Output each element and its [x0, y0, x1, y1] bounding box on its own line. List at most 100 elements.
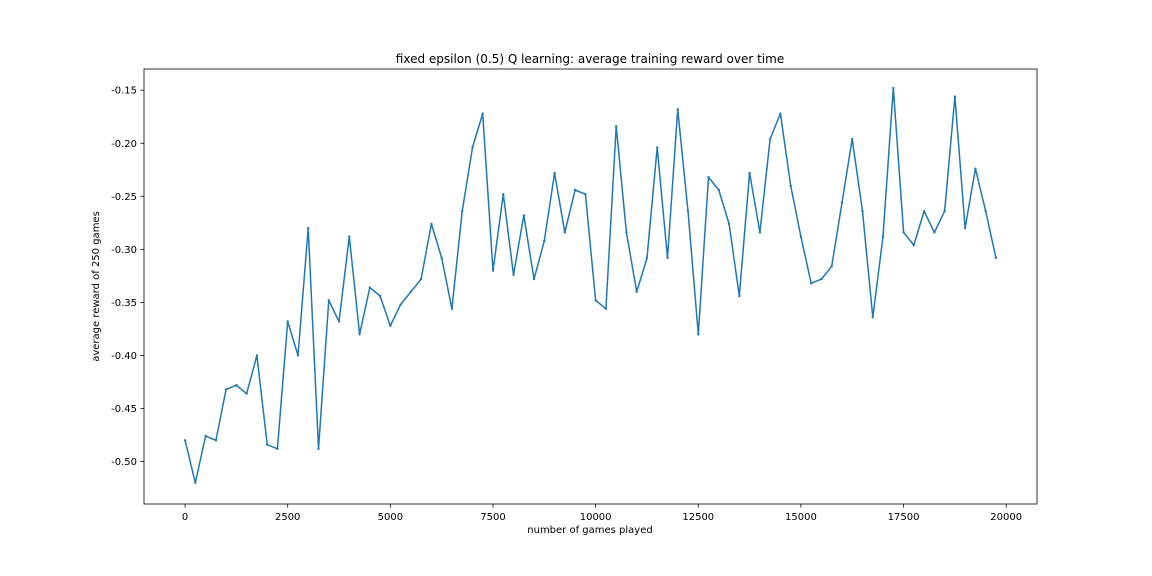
data-point [286, 320, 289, 323]
x-tick-label: 15000 [785, 512, 817, 523]
data-point [830, 265, 833, 268]
data-point [676, 108, 679, 111]
data-point [471, 146, 474, 149]
y-tick-label: -0.35 [111, 298, 137, 309]
data-point [419, 277, 423, 281]
data-points [183, 86, 998, 484]
data-point [933, 231, 936, 234]
data-point [614, 125, 618, 128]
data-point [389, 324, 392, 327]
data-point [532, 277, 536, 281]
data-point [625, 231, 628, 234]
data-point [758, 231, 762, 234]
data-point [183, 439, 187, 442]
data-point [994, 256, 998, 260]
data-point [635, 290, 638, 294]
data-point [656, 146, 659, 149]
data-point [553, 171, 556, 175]
data-point [584, 192, 587, 196]
x-axis-ticks: 0 2500 5000 7500 10000 12500 15000 17500 20000 [182, 504, 1022, 523]
data-point [460, 209, 464, 213]
chart-title: fixed epsilon (0.5) Q learning: average … [396, 52, 784, 66]
data-point [543, 239, 546, 243]
data-point [481, 112, 484, 115]
y-tick-label: -0.30 [111, 245, 137, 256]
y-tick-label: -0.40 [111, 351, 137, 362]
y-tick-label: -0.50 [111, 457, 137, 468]
data-point [768, 137, 772, 141]
data-point [399, 303, 402, 306]
data-point [327, 299, 330, 302]
data-point [358, 333, 361, 336]
data-point [799, 235, 803, 238]
data-point [378, 294, 382, 298]
x-tick-label: 0 [182, 512, 188, 523]
x-tick-label: 2500 [275, 512, 300, 523]
data-point [307, 226, 310, 230]
data-point [851, 137, 854, 141]
x-tick-label: 12500 [682, 512, 714, 523]
data-point [697, 333, 700, 336]
data-point [204, 434, 207, 438]
data-point [573, 188, 577, 192]
data-point [840, 201, 844, 204]
plot-area-frame [143, 68, 1038, 505]
data-point [594, 299, 597, 302]
data-point [984, 209, 987, 213]
data-point [645, 256, 649, 260]
data-point [502, 192, 505, 196]
data-point [276, 447, 279, 451]
series-line [184, 87, 997, 484]
data-point [337, 320, 341, 323]
data-point [194, 481, 197, 484]
data-point [255, 354, 259, 357]
data-point [809, 282, 813, 285]
data-point [953, 95, 957, 98]
data-point [317, 447, 320, 451]
data-point [265, 443, 269, 446]
x-axis-label: number of games played [527, 525, 652, 536]
x-tick-label: 5000 [378, 512, 403, 523]
data-point [902, 231, 905, 234]
data-point [943, 209, 946, 213]
y-axis-label: average reward of 250 games [91, 211, 102, 362]
data-point [348, 235, 351, 238]
data-point [440, 256, 443, 260]
y-tick-label: -0.15 [111, 86, 137, 97]
data-point [522, 214, 525, 217]
data-point [450, 307, 454, 310]
data-point [748, 171, 751, 175]
data-point [717, 188, 721, 192]
data-point [296, 354, 300, 357]
data-point [604, 307, 608, 310]
data-point [727, 222, 731, 226]
data-point [912, 243, 916, 247]
data-point [686, 209, 690, 213]
data-point [512, 273, 515, 277]
x-tick-label: 10000 [580, 512, 612, 523]
data-point [974, 167, 977, 170]
data-point [871, 316, 874, 319]
data-point [409, 290, 413, 294]
x-tick-label: 20000 [990, 512, 1022, 523]
data-point [430, 222, 433, 226]
data-point [235, 383, 238, 387]
data-point [789, 184, 792, 187]
data-point [881, 235, 885, 238]
data-point [491, 269, 495, 272]
data-point [820, 277, 823, 281]
data-point [245, 392, 248, 395]
y-tick-label: -0.25 [111, 192, 137, 203]
data-point [963, 226, 967, 230]
data-point [922, 209, 926, 213]
x-tick-label: 17500 [888, 512, 920, 523]
data-point [861, 209, 864, 213]
data-point [892, 86, 895, 90]
data-point [779, 112, 782, 115]
data-point [738, 294, 741, 298]
data-point [707, 176, 710, 179]
data-point [224, 388, 228, 391]
data-point [214, 439, 218, 442]
data-point [666, 256, 669, 260]
